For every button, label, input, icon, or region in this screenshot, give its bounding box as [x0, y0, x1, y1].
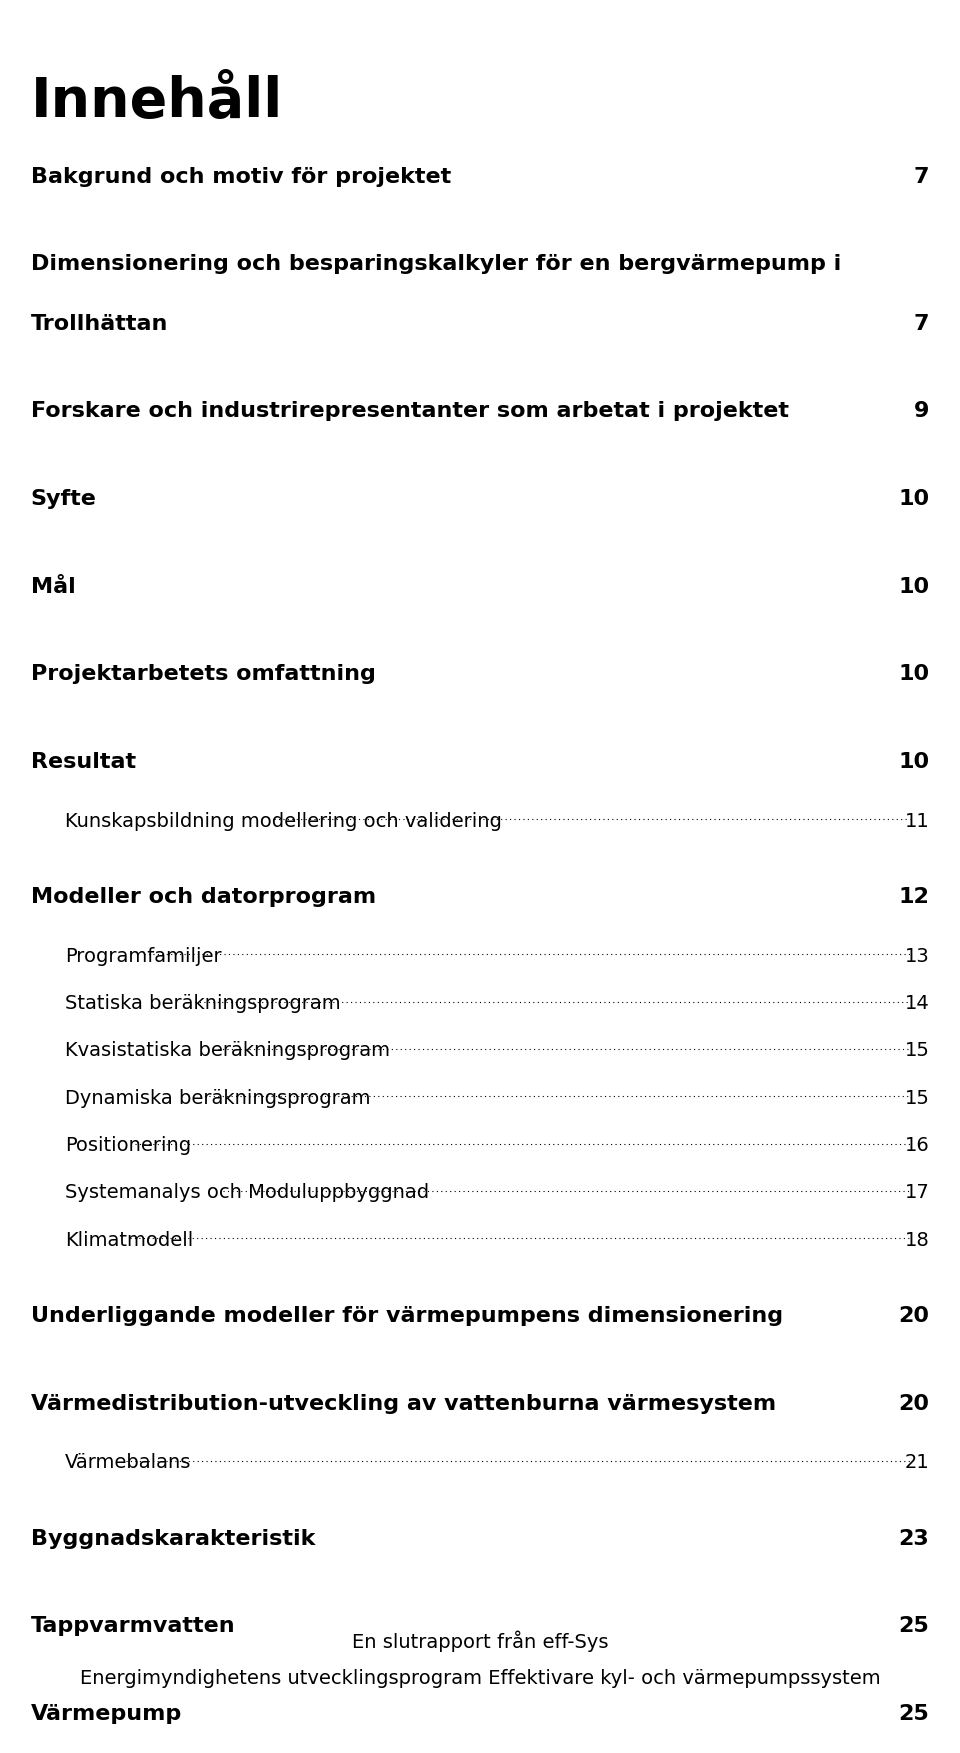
Text: 10: 10: [899, 664, 929, 684]
Text: 25: 25: [899, 1704, 929, 1723]
Text: Mål: Mål: [31, 577, 76, 596]
Text: En slutrapport från eff-Sys: En slutrapport från eff-Sys: [351, 1630, 609, 1651]
Text: 10: 10: [899, 752, 929, 771]
Text: 10: 10: [899, 577, 929, 596]
Text: Energimyndighetens utvecklingsprogram Effektivare kyl- och värmepumpssystem: Energimyndighetens utvecklingsprogram Ef…: [80, 1669, 880, 1688]
Text: 16: 16: [904, 1136, 929, 1155]
Text: Värmedistribution-utveckling av vattenburna värmesystem: Värmedistribution-utveckling av vattenbu…: [31, 1394, 776, 1413]
Text: Underliggande modeller för värmepumpens dimensionering: Underliggande modeller för värmepumpens …: [31, 1306, 782, 1325]
Text: Kunskapsbildning modellering och validering: Kunskapsbildning modellering och valider…: [65, 812, 502, 831]
Text: 20: 20: [899, 1394, 929, 1413]
Text: Programfamiljer: Programfamiljer: [65, 947, 222, 966]
Text: Innehåll: Innehåll: [31, 75, 283, 130]
Text: Dimensionering och besparingskalkyler för en bergvärmepump i: Dimensionering och besparingskalkyler fö…: [31, 254, 841, 273]
Text: Resultat: Resultat: [31, 752, 136, 771]
Text: Bakgrund och motiv för projektet: Bakgrund och motiv för projektet: [31, 167, 451, 186]
Text: 20: 20: [899, 1306, 929, 1325]
Text: 7: 7: [914, 167, 929, 186]
Text: Byggnadskarakteristik: Byggnadskarakteristik: [31, 1529, 315, 1548]
Text: Tappvarmvatten: Tappvarmvatten: [31, 1616, 235, 1636]
Text: 11: 11: [904, 812, 929, 831]
Text: Modeller och datorprogram: Modeller och datorprogram: [31, 887, 376, 906]
Text: Trollhättan: Trollhättan: [31, 314, 168, 333]
Text: Värmebalans: Värmebalans: [65, 1453, 192, 1473]
Text: Forskare och industrirepresentanter som arbetat i projektet: Forskare och industrirepresentanter som …: [31, 401, 789, 421]
Text: 9: 9: [914, 401, 929, 421]
Text: 7: 7: [914, 314, 929, 333]
Text: 12: 12: [899, 887, 929, 906]
Text: 23: 23: [899, 1529, 929, 1548]
Text: Klimatmodell: Klimatmodell: [65, 1231, 194, 1250]
Text: Projektarbetets omfattning: Projektarbetets omfattning: [31, 664, 375, 684]
Text: Kvasistatiska beräkningsprogram: Kvasistatiska beräkningsprogram: [65, 1041, 391, 1061]
Text: 17: 17: [904, 1183, 929, 1203]
Text: 25: 25: [899, 1616, 929, 1636]
Text: 15: 15: [904, 1041, 929, 1061]
Text: 13: 13: [904, 947, 929, 966]
Text: Värmepump: Värmepump: [31, 1704, 182, 1723]
Text: Statiska beräkningsprogram: Statiska beräkningsprogram: [65, 994, 341, 1013]
Text: 15: 15: [904, 1089, 929, 1108]
Text: 21: 21: [904, 1453, 929, 1473]
Text: Dynamiska beräkningsprogram: Dynamiska beräkningsprogram: [65, 1089, 371, 1108]
Text: Positionering: Positionering: [65, 1136, 191, 1155]
Text: 18: 18: [904, 1231, 929, 1250]
Text: 14: 14: [904, 994, 929, 1013]
Text: Systemanalys och Moduluppbyggnad: Systemanalys och Moduluppbyggnad: [65, 1183, 429, 1203]
Text: Syfte: Syfte: [31, 489, 97, 508]
Text: 10: 10: [899, 489, 929, 508]
